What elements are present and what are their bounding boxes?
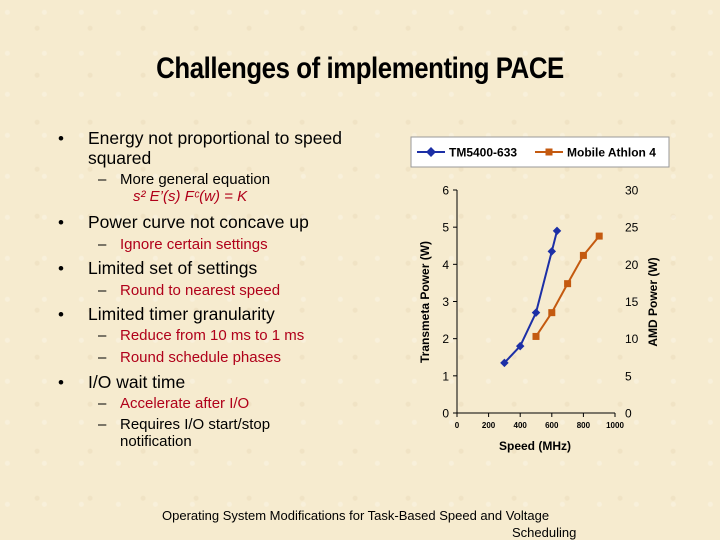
y-tick-label: 0 xyxy=(442,407,449,421)
bullet-1-text: Energy not proportional to speed xyxy=(88,128,342,148)
equation: s² E’(s) Fᶜ(w) = K xyxy=(133,188,248,205)
power-vs-speed-chart: TM5400-633 Mobile Athlon 4 0 200 400 600 800… xyxy=(410,136,670,453)
x-tick-label: 600 xyxy=(545,421,559,430)
sub-bullet-dash: – xyxy=(98,282,107,299)
y2-tick-label: 30 xyxy=(625,184,639,198)
y-tick-label: 4 xyxy=(442,258,449,272)
sub-bullet-round-speed: Round to nearest speed xyxy=(120,282,281,299)
data-point-square xyxy=(548,309,556,317)
y-tick-label: 3 xyxy=(442,295,449,309)
y2-tick-label: 25 xyxy=(625,221,639,235)
data-point-square xyxy=(579,251,587,259)
sub-bullet-dash: – xyxy=(98,349,107,366)
legend-marker-athlon xyxy=(545,148,553,156)
data-point-diamond xyxy=(547,247,557,256)
x-tick-label: 200 xyxy=(482,421,496,430)
slide-title: Challenges of implementing PACE xyxy=(156,52,564,85)
sub-bullet-dash: – xyxy=(98,395,107,412)
bullet-2-text: Power curve not concave up xyxy=(88,212,309,232)
sub-bullet-dash: – xyxy=(98,236,107,253)
legend-label-athlon: Mobile Athlon 4 xyxy=(567,146,656,160)
y2-tick-label: 15 xyxy=(625,295,639,309)
bullet-1-text-cont: squared xyxy=(88,148,152,168)
data-point-diamond xyxy=(515,341,525,351)
sub-bullet-ignore-settings: Ignore certain settings xyxy=(120,236,268,253)
bullet-dot: • xyxy=(58,129,64,148)
x-tick-label: 0 xyxy=(455,421,460,430)
x-tick-label: 400 xyxy=(514,421,528,430)
footer-line-2: Scheduling xyxy=(512,525,577,540)
sub-bullet-requires-io: Requires I/O start/stop xyxy=(120,416,271,433)
bullet-dot: • xyxy=(58,305,64,324)
data-point-square xyxy=(532,332,540,340)
y2-tick-label: 20 xyxy=(625,258,639,272)
bullet-5-text: I/O wait time xyxy=(88,372,186,392)
sub-bullet-requires-io-cont: notification xyxy=(120,433,192,450)
y2-tick-label: 5 xyxy=(625,369,632,383)
y2-axis-label: AMD Power (W) xyxy=(646,257,660,346)
x-tick-label: 800 xyxy=(577,421,591,430)
bullet-dot: • xyxy=(58,373,64,392)
y-tick-label: 1 xyxy=(442,369,449,383)
data-point-diamond xyxy=(552,226,562,236)
y-tick-label: 6 xyxy=(442,184,449,198)
sub-bullet-accelerate: Accelerate after I/O xyxy=(120,395,250,412)
sub-bullet-reduce-granularity: Reduce from 10 ms to 1 ms xyxy=(120,327,305,344)
y-tick-label: 2 xyxy=(442,332,449,346)
sub-bullet-dash: – xyxy=(98,327,107,344)
y2-tick-label: 10 xyxy=(625,332,639,346)
bullet-3-text: Limited set of settings xyxy=(88,258,258,278)
sub-bullet-round-phases: Round schedule phases xyxy=(120,349,281,366)
y2-tick-label: 0 xyxy=(625,407,632,421)
bullet-4-text: Limited timer granularity xyxy=(88,304,275,324)
sub-bullet-dash: – xyxy=(98,416,107,433)
y-tick-label: 5 xyxy=(442,221,449,235)
x-axis-label: Speed (MHz) xyxy=(499,439,571,453)
bullet-dot: • xyxy=(58,259,64,278)
data-point-square xyxy=(595,232,603,240)
legend-label-tm5400: TM5400-633 xyxy=(449,146,517,160)
sub-bullet-general-equation: More general equation xyxy=(120,171,271,188)
data-point-diamond xyxy=(531,308,541,317)
bullet-dot: • xyxy=(58,213,64,232)
x-tick-label: 1000 xyxy=(606,421,624,430)
footer-line-1: Operating System Modifications for Task-… xyxy=(162,508,550,523)
data-point-square xyxy=(564,280,572,288)
sub-bullet-dash: – xyxy=(98,171,107,188)
y-axis-label: Transmeta Power (W) xyxy=(418,241,432,363)
